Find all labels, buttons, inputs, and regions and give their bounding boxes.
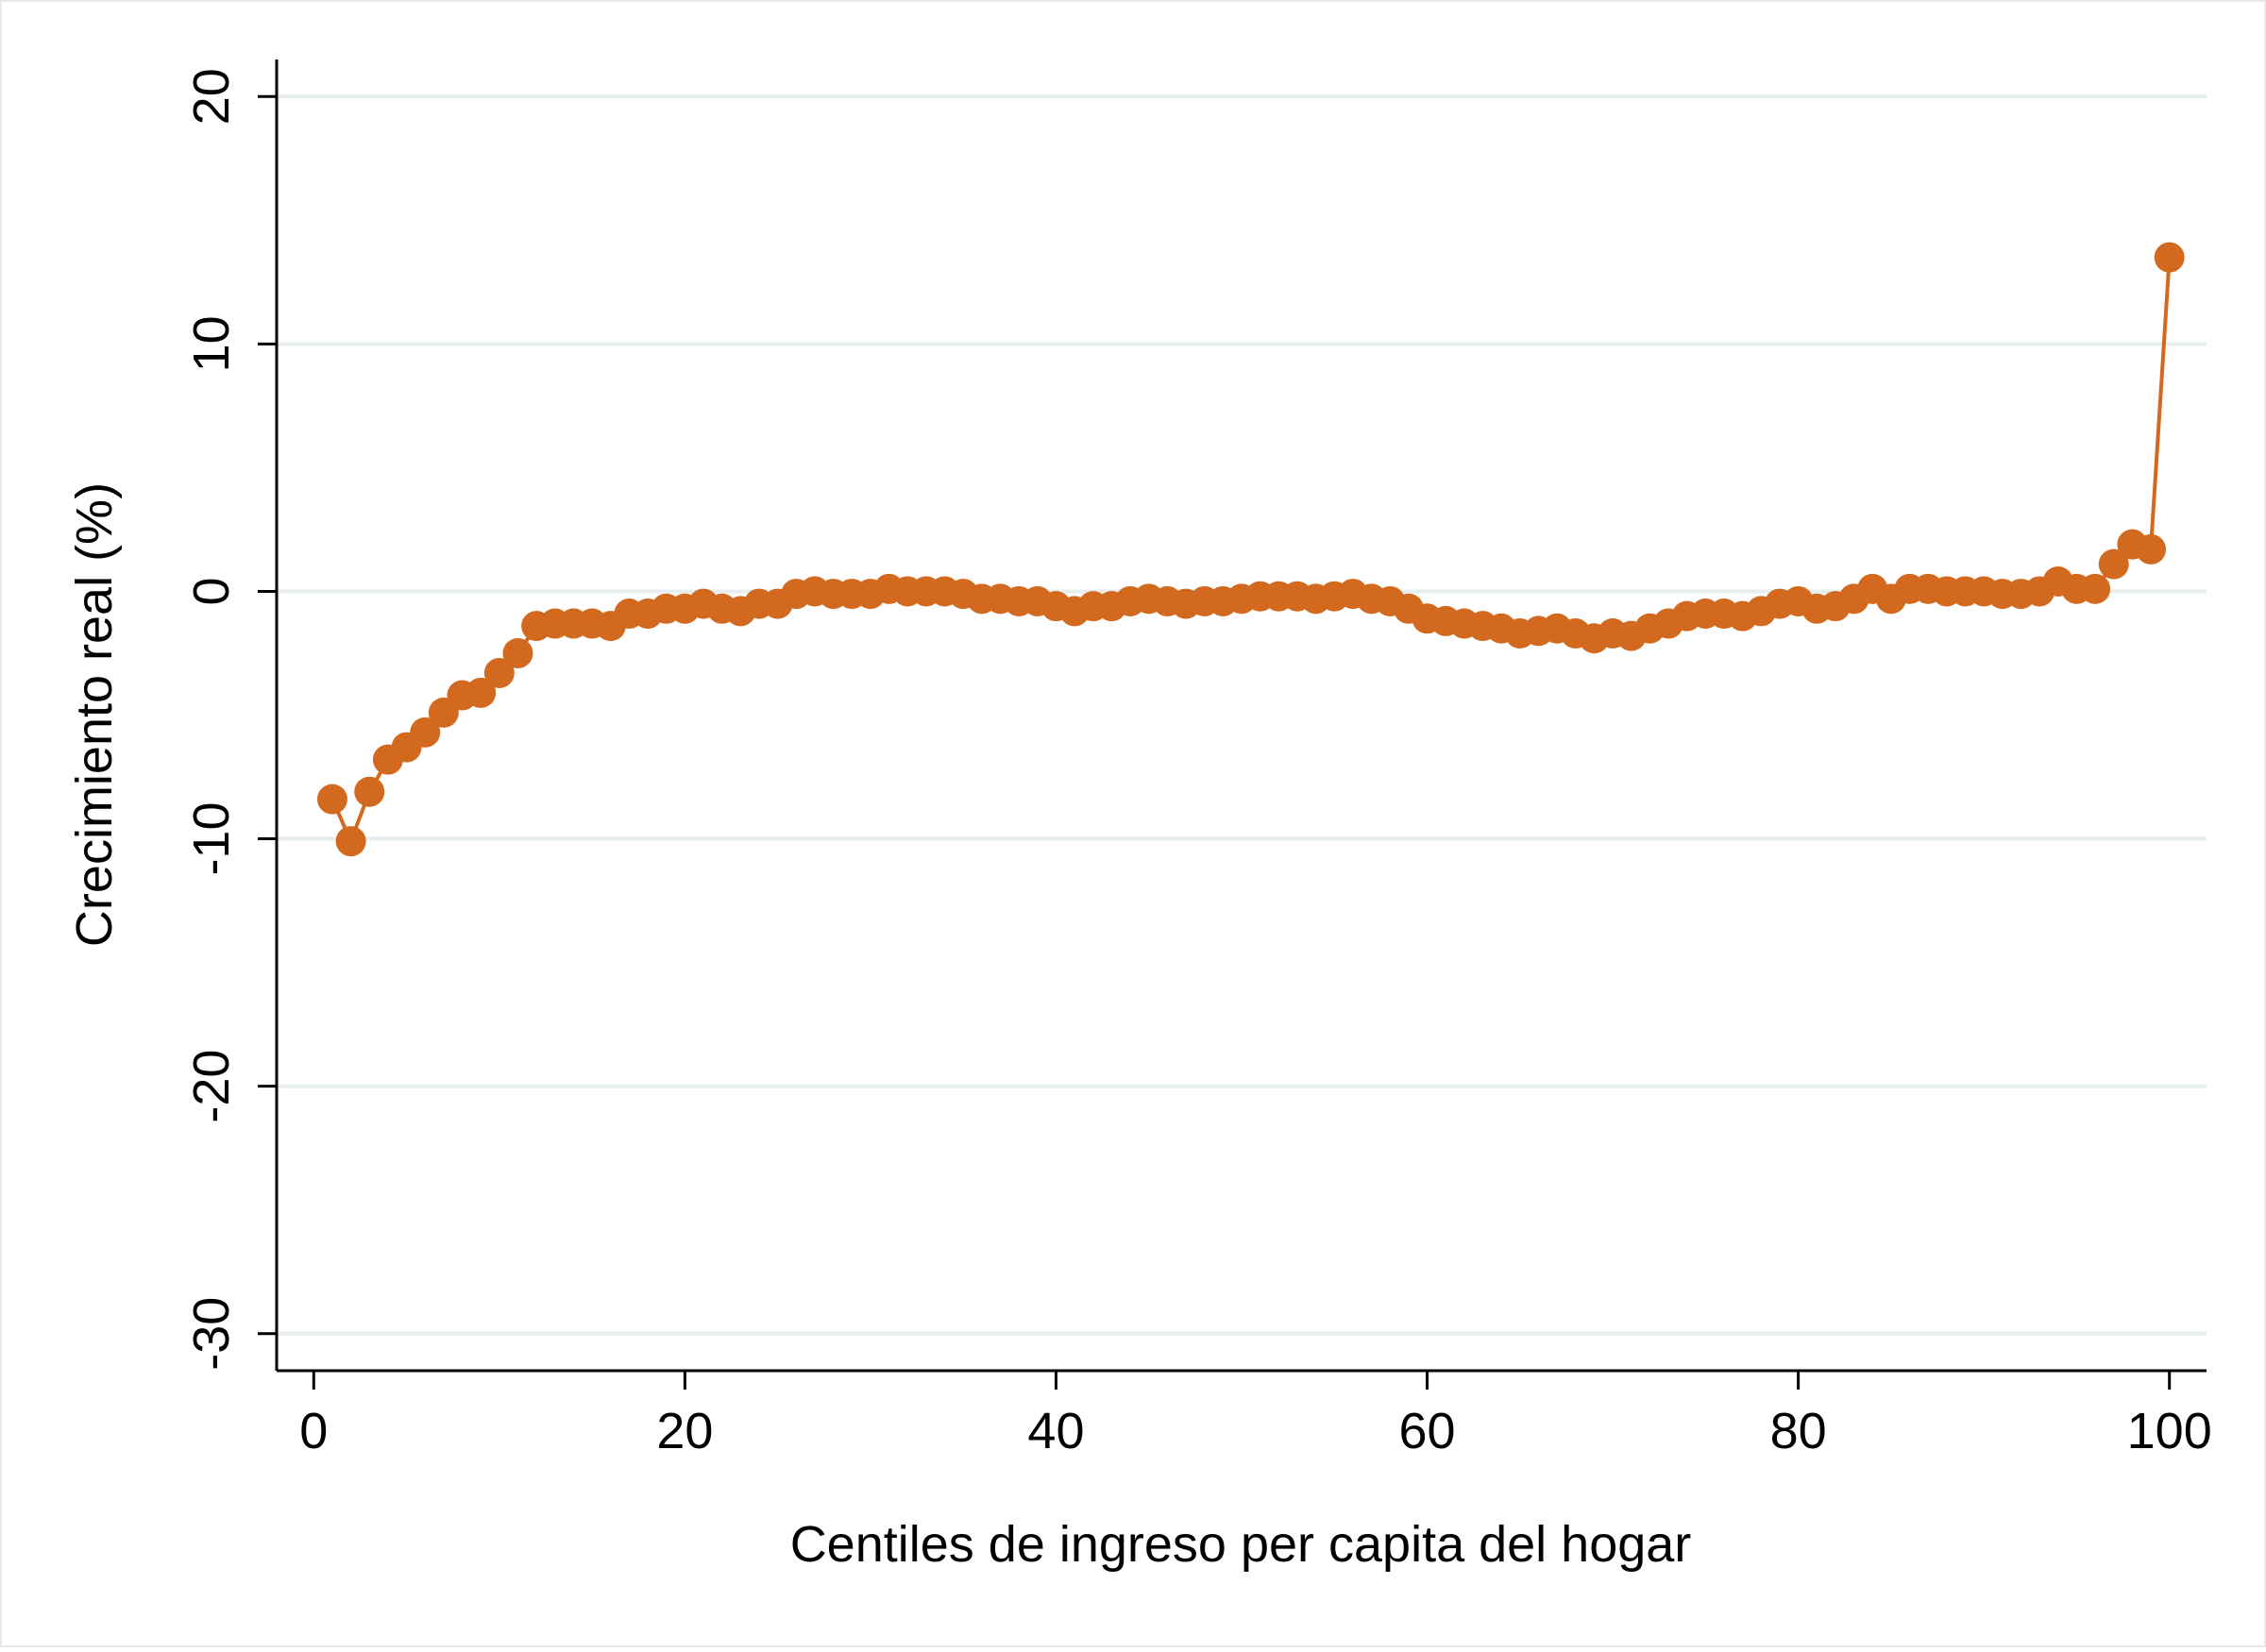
data-point	[483, 657, 515, 688]
y-tick-label: -30	[183, 1297, 240, 1371]
x-axis-ticks: 0 20 40 60 80 100	[299, 1371, 2212, 1459]
data-point	[465, 677, 497, 708]
x-tick-label: 20	[656, 1403, 713, 1459]
axes	[275, 59, 2207, 1373]
data-point	[2136, 533, 2167, 565]
x-tick-label: 40	[1027, 1403, 1084, 1459]
data-series	[316, 242, 2185, 857]
data-point	[354, 776, 385, 807]
y-axis-label: Crecimiento real (%)	[66, 482, 123, 947]
y-tick-label: 10	[183, 315, 240, 372]
data-point	[2098, 548, 2129, 580]
grid-lines	[277, 94, 2207, 1336]
x-tick-label: 100	[2127, 1403, 2212, 1459]
y-axis-ticks: -30 -20 -10 0 10 20	[183, 68, 277, 1371]
x-axis-label: Centiles de ingreso per capita del hogar	[790, 1516, 1692, 1573]
data-point	[2154, 242, 2185, 273]
y-tick-label: -20	[183, 1050, 240, 1123]
data-point	[410, 716, 441, 748]
x-tick-label: 80	[1770, 1403, 1827, 1459]
y-tick-label: 20	[183, 68, 240, 125]
data-point	[2080, 573, 2111, 604]
x-tick-label: 60	[1398, 1403, 1455, 1459]
data-point	[316, 784, 347, 815]
y-tick-label: 0	[183, 577, 240, 605]
data-point	[335, 826, 366, 857]
x-tick-label: 0	[299, 1403, 328, 1459]
y-tick-label: -10	[183, 802, 240, 876]
data-point	[502, 637, 533, 668]
